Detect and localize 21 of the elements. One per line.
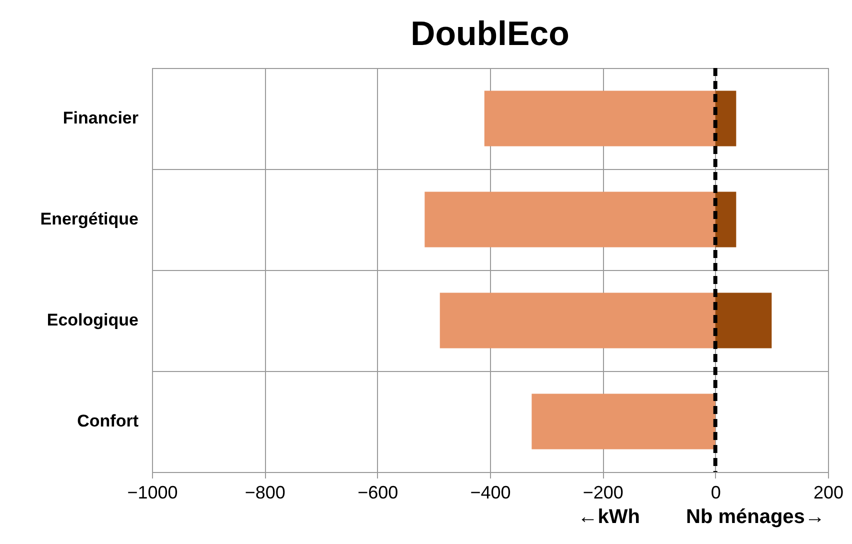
y-tick-label: Energétique (40, 210, 138, 228)
bar (715, 90, 736, 146)
text: Nb ménages→ (686, 506, 825, 529)
chart-title: DoublEco (410, 15, 570, 53)
bar (440, 292, 716, 348)
bar (715, 192, 736, 248)
bar (424, 192, 716, 248)
bar (484, 90, 716, 146)
x-tick-label: −600 (358, 482, 398, 502)
x-tick-label: 0 (710, 482, 721, 502)
x-tick-label: −800 (244, 482, 286, 502)
x-tick-label: −400 (470, 482, 511, 502)
bar (715, 292, 772, 348)
y-tick-label: Financier (62, 108, 139, 128)
y-tick-label: Confort (77, 412, 139, 430)
x-tick-label: −1000 (127, 482, 178, 502)
y-tick-label: Ecologique (46, 310, 138, 330)
text: ←kWh (578, 506, 640, 529)
x-tick-label: 200 (813, 482, 844, 502)
x-tick-label: −200 (582, 482, 624, 502)
bar (532, 394, 716, 450)
